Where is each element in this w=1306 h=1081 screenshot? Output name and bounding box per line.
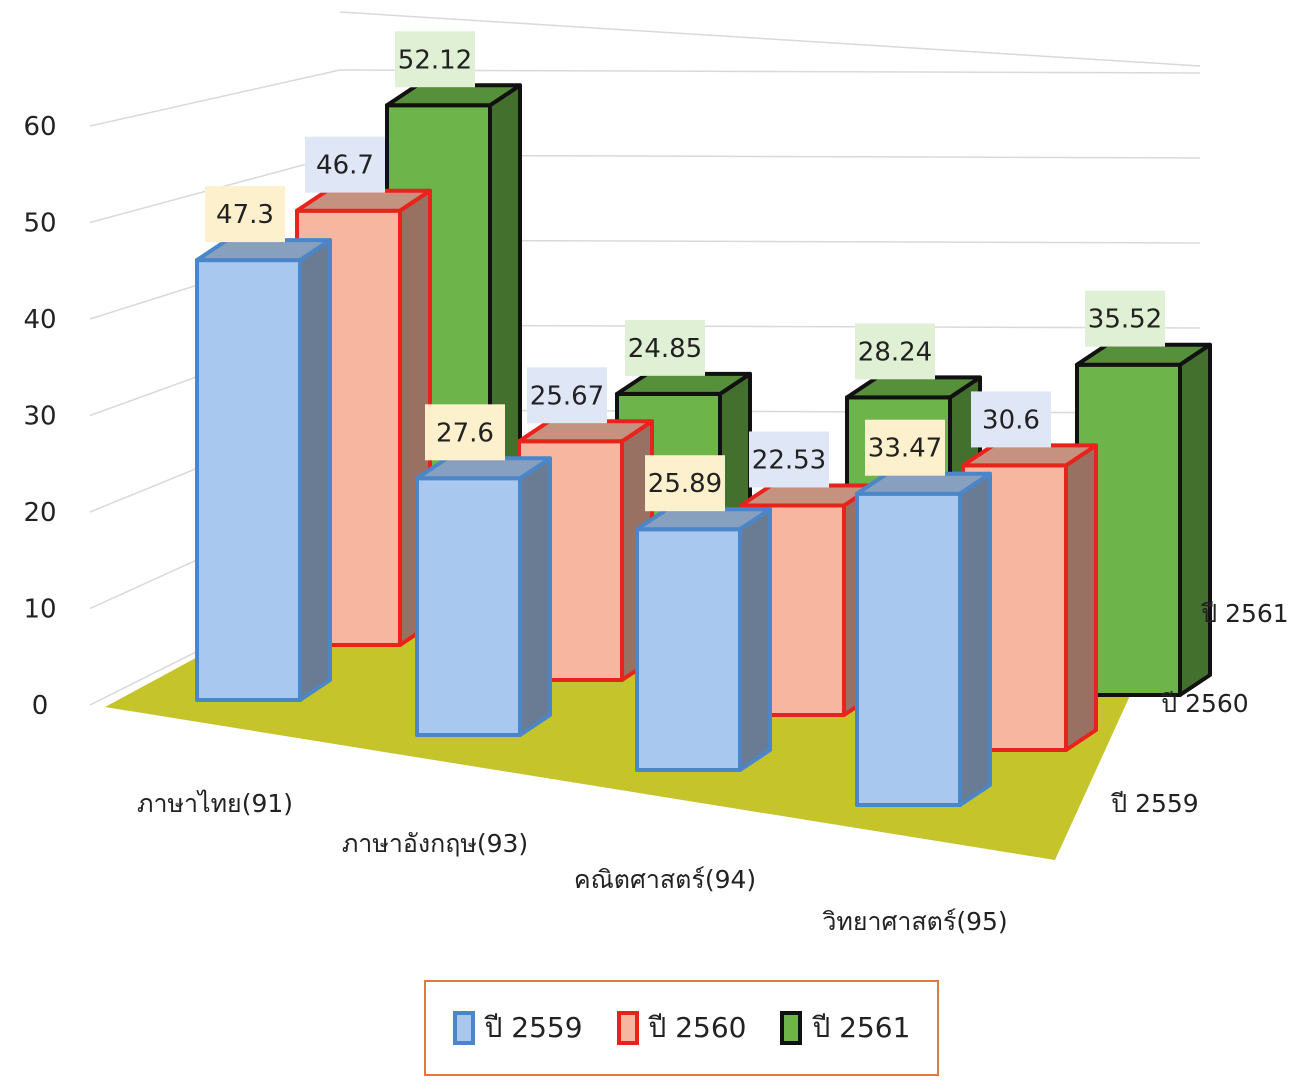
legend-label-series-0: ปี 2559 [484, 1011, 583, 1044]
data-label-0-0: 47.3 [216, 200, 274, 230]
legend-label-series-2: ปี 2561 [812, 1011, 911, 1044]
bar-side-0-0 [298, 238, 332, 702]
y-tick-label-6: 60 [23, 112, 56, 142]
legend-item-series-2: ปี 2561 [780, 1006, 910, 1050]
data-label-1-1: 25.67 [530, 381, 604, 411]
bar-side-1-3 [1064, 443, 1098, 752]
category-labels: ภาษาไทย(91) ภาษาอังกฤษ(93) คณิตศาสตร์(94) ว… [137, 789, 1008, 936]
data-label-bg-0-2 [645, 455, 725, 512]
bar-top-0-1 [415, 456, 552, 481]
bar-series-0-cat-2: 25.89 [635, 455, 772, 772]
data-label-bg-1-0 [305, 136, 385, 193]
data-label-bg-0-1 [425, 404, 505, 461]
category-label-3: วิทยาศาสตร์(95) [822, 907, 1007, 936]
data-label-1-2: 22.53 [752, 445, 826, 475]
legend: ปี 2559 ปี 2560 ปี 2561 [424, 980, 939, 1076]
bar-side-0-1 [518, 456, 552, 737]
category-label-0: ภาษาไทย(91) [137, 789, 293, 818]
bar-top-2-0 [385, 83, 522, 108]
bar-top-2-2 [845, 375, 982, 400]
y-tick-label-2: 20 [23, 498, 56, 528]
bar-front-0-0 [195, 258, 302, 702]
depth-label-1: ปี 2560 [1161, 689, 1249, 718]
gridline-back-6 [339, 69, 1201, 74]
data-label-0-2: 25.89 [648, 469, 722, 499]
bar-top-1-1 [517, 419, 654, 444]
data-label-bg-1-3 [971, 391, 1051, 448]
data-label-1-3: 30.6 [982, 405, 1040, 435]
data-label-bg-2-1 [625, 319, 705, 376]
y-tick-label-0: 0 [32, 691, 49, 721]
bar-top-1-3 [961, 443, 1098, 468]
gridline-top [339, 11, 1201, 67]
y-tick-label-4: 40 [23, 305, 56, 335]
data-label-2-1: 24.85 [628, 334, 702, 364]
bar-side-0-2 [738, 507, 772, 772]
category-label-2: คณิตศาสตร์(94) [574, 865, 756, 894]
bar-series-1-cat-3: 30.6 [961, 391, 1098, 752]
bar-top-1-0 [295, 188, 432, 213]
bar-side-0-3 [958, 471, 992, 807]
gridline-left-6 [89, 69, 341, 127]
data-label-bg-2-0 [395, 31, 475, 88]
legend-item-series-1: ปี 2560 [616, 1006, 747, 1050]
data-label-bg-0-3 [865, 419, 945, 476]
bar-top-0-3 [855, 471, 992, 496]
legend-item-series-0: ปี 2559 [452, 1006, 583, 1050]
data-label-2-0: 52.12 [398, 45, 472, 75]
bar-front-0-1 [415, 476, 522, 737]
legend-swatch-series-2 [780, 1011, 803, 1045]
depth-axis-labels: ปี 2559 ปี 2560 ปี 2561 [1111, 599, 1289, 818]
data-label-2-3: 35.52 [1088, 305, 1162, 335]
bar-series-2-cat-3: 35.52 [1075, 290, 1212, 697]
legend-swatch-series-0 [452, 1011, 475, 1045]
data-label-bg-2-2 [855, 323, 935, 380]
y-tick-label-5: 50 [23, 209, 56, 239]
data-label-bg-1-2 [749, 431, 829, 488]
legend-swatch-series-1 [616, 1011, 639, 1045]
y-tick-label-1: 10 [23, 595, 56, 625]
data-label-bg-1-1 [527, 367, 607, 424]
y-axis-ticks: 0 10 20 30 40 50 60 [23, 112, 56, 721]
bar-series-0-cat-3: 33.47 [855, 419, 992, 807]
data-label-2-2: 28.24 [858, 337, 932, 367]
bar-front-0-3 [855, 491, 962, 807]
legend-label-series-1: ปี 2560 [648, 1011, 747, 1044]
depth-label-2: ปี 2561 [1201, 599, 1289, 628]
bar-top-2-3 [1075, 342, 1212, 367]
data-label-0-3: 33.47 [868, 434, 942, 464]
y-tick-label-3: 30 [23, 402, 56, 432]
bar-series-0-cat-0: 47.3 [195, 186, 332, 702]
depth-label-0: ปี 2559 [1111, 789, 1199, 818]
bar-side-2-3 [1178, 342, 1212, 697]
data-label-bg-0-0 [205, 186, 285, 243]
bar-series-0-cat-1: 27.6 [415, 404, 552, 737]
bar-top-0-0 [195, 238, 332, 263]
bar-top-2-1 [615, 371, 752, 396]
bar-groups: 52.12 24.85 28.24 35.52 46.7 25.67 22.53 30.6 47… [195, 31, 1212, 807]
category-label-1: ภาษาอังกฤษ(93) [342, 829, 528, 858]
data-label-1-0: 46.7 [316, 151, 374, 181]
data-label-0-1: 27.6 [436, 418, 494, 448]
data-label-bg-2-3 [1085, 290, 1165, 347]
bar-top-0-2 [635, 507, 772, 532]
bar-front-0-2 [635, 527, 742, 772]
